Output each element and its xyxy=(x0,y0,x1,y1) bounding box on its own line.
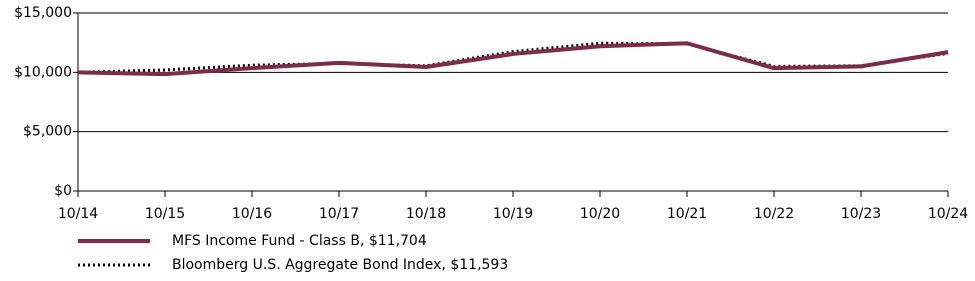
x-tick-label: 10/15 xyxy=(145,206,185,222)
x-tick-label: 10/18 xyxy=(406,206,446,222)
x-tick-label: 10/17 xyxy=(319,206,359,222)
legend-label: MFS Income Fund - Class B, $11,704 xyxy=(172,233,427,249)
y-tick-label: $15,000 xyxy=(14,5,72,21)
x-tick-label: 10/21 xyxy=(667,206,707,222)
x-tick-label: 10/14 xyxy=(58,206,98,222)
x-tick-label: 10/20 xyxy=(580,206,620,222)
series-line xyxy=(77,41,949,74)
y-tick-label: $0 xyxy=(54,183,72,199)
y-tick-label: $10,000 xyxy=(14,64,72,80)
x-tick-label: 10/22 xyxy=(754,206,794,222)
x-tick-label: 10/24 xyxy=(928,206,968,222)
x-tick-label: 10/23 xyxy=(841,206,881,222)
series-line xyxy=(77,41,949,77)
x-tick-label: 10/16 xyxy=(232,206,272,222)
legend-label: Bloomberg U.S. Aggregate Bond Index, $11… xyxy=(172,257,508,273)
y-tick-label: $5,000 xyxy=(23,124,72,140)
x-tick-label: 10/19 xyxy=(493,206,533,222)
